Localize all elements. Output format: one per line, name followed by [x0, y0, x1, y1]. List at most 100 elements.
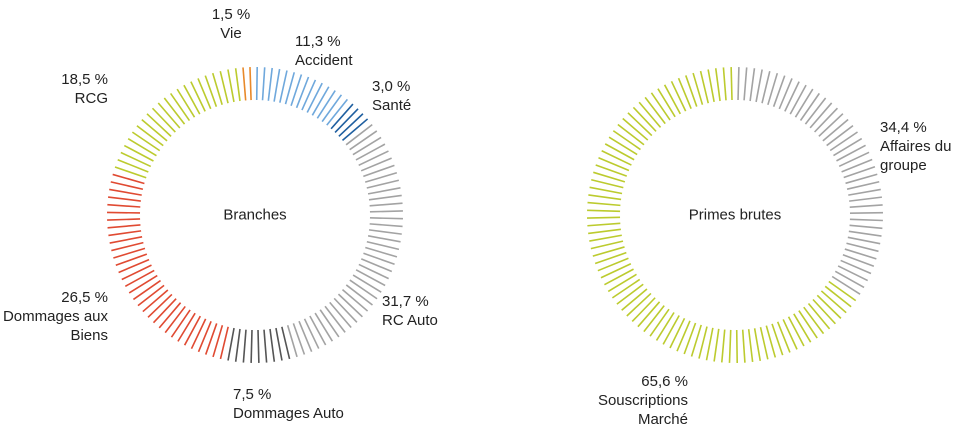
- tick: [211, 72, 223, 106]
- tick: [807, 302, 831, 330]
- tick: [601, 150, 632, 166]
- tick: [677, 77, 692, 109]
- tick: [115, 253, 148, 267]
- tick: [324, 305, 346, 333]
- segment-label: 26,5 % Dommages aux Biens: [0, 288, 108, 345]
- tick: [849, 211, 883, 215]
- tick: [846, 180, 880, 190]
- tick: [261, 67, 266, 101]
- tick: [345, 284, 373, 306]
- tick: [592, 246, 625, 257]
- tick: [676, 320, 691, 352]
- tick: [269, 328, 276, 362]
- value-label: 31,7 %: [382, 293, 429, 310]
- tick: [352, 136, 382, 156]
- tick: [131, 131, 161, 152]
- tick: [352, 274, 382, 293]
- category-label: RC Auto: [382, 312, 438, 329]
- tick: [157, 102, 181, 129]
- tick: [176, 88, 196, 118]
- tick: [197, 320, 212, 353]
- tick: [183, 84, 201, 115]
- tick: [638, 101, 662, 128]
- tick: [837, 265, 869, 282]
- tick: [183, 315, 202, 346]
- tick: [591, 178, 624, 189]
- tick: [212, 325, 224, 358]
- tick: [730, 67, 733, 101]
- tick: [657, 88, 676, 118]
- tick: [772, 75, 786, 107]
- tick: [152, 298, 177, 324]
- segment-label: 1,5 % Vie: [196, 5, 266, 43]
- tick: [330, 103, 354, 130]
- tick: [829, 131, 858, 152]
- tick: [834, 270, 865, 289]
- tick: [128, 274, 158, 294]
- tick: [250, 329, 253, 363]
- tick: [649, 308, 670, 337]
- tick: [747, 329, 754, 363]
- tick: [298, 320, 313, 353]
- tick: [589, 234, 622, 242]
- tick: [358, 263, 389, 280]
- tick: [803, 306, 825, 335]
- tick: [109, 188, 142, 196]
- value-label: 3,0 %: [372, 78, 411, 95]
- tick: [594, 251, 627, 265]
- tick: [111, 241, 144, 252]
- tick: [121, 264, 152, 281]
- category-label: Santé: [372, 97, 412, 114]
- tick: [358, 150, 389, 167]
- tick: [190, 318, 207, 350]
- tick: [771, 323, 784, 356]
- segment: [242, 67, 252, 101]
- tick: [107, 218, 141, 221]
- tick: [337, 293, 363, 318]
- tick: [644, 96, 666, 125]
- value-label: 11,3 %: [295, 33, 341, 50]
- tick: [643, 305, 665, 333]
- tick: [820, 290, 847, 314]
- tick: [367, 187, 401, 195]
- tick: [316, 90, 336, 119]
- tick: [650, 92, 671, 121]
- tick: [204, 323, 218, 355]
- tick: [190, 81, 206, 112]
- tick: [249, 67, 252, 101]
- tick: [234, 68, 241, 102]
- tick: [242, 329, 247, 363]
- tick: [822, 118, 849, 142]
- tick: [303, 318, 320, 349]
- segment-label: 31,7 % RC Auto: [382, 292, 482, 330]
- tick: [197, 78, 212, 110]
- segment-label: 11,3 % Accident: [295, 32, 415, 70]
- value-label: 7,5 %: [233, 386, 272, 403]
- tick: [141, 119, 168, 142]
- category-label: RCG: [74, 90, 108, 107]
- tick: [841, 158, 873, 173]
- tick: [755, 69, 763, 103]
- tick: [798, 310, 818, 339]
- tick: [737, 67, 740, 101]
- tick: [621, 288, 648, 311]
- tick: [597, 257, 629, 272]
- tick: [743, 67, 748, 101]
- tick: [219, 70, 229, 104]
- tick: [290, 74, 303, 107]
- tick: [662, 315, 680, 345]
- segment: [107, 173, 229, 360]
- tick: [849, 218, 883, 222]
- tick: [607, 273, 637, 293]
- category-label: Accident: [295, 52, 353, 69]
- tick: [311, 86, 330, 116]
- tick: [363, 164, 395, 178]
- tick: [692, 72, 704, 105]
- tick: [364, 171, 398, 183]
- category-label: Affaires du groupe: [880, 138, 952, 174]
- tick: [814, 107, 839, 133]
- tick: [627, 112, 653, 137]
- tick: [767, 72, 779, 106]
- tick: [632, 106, 657, 132]
